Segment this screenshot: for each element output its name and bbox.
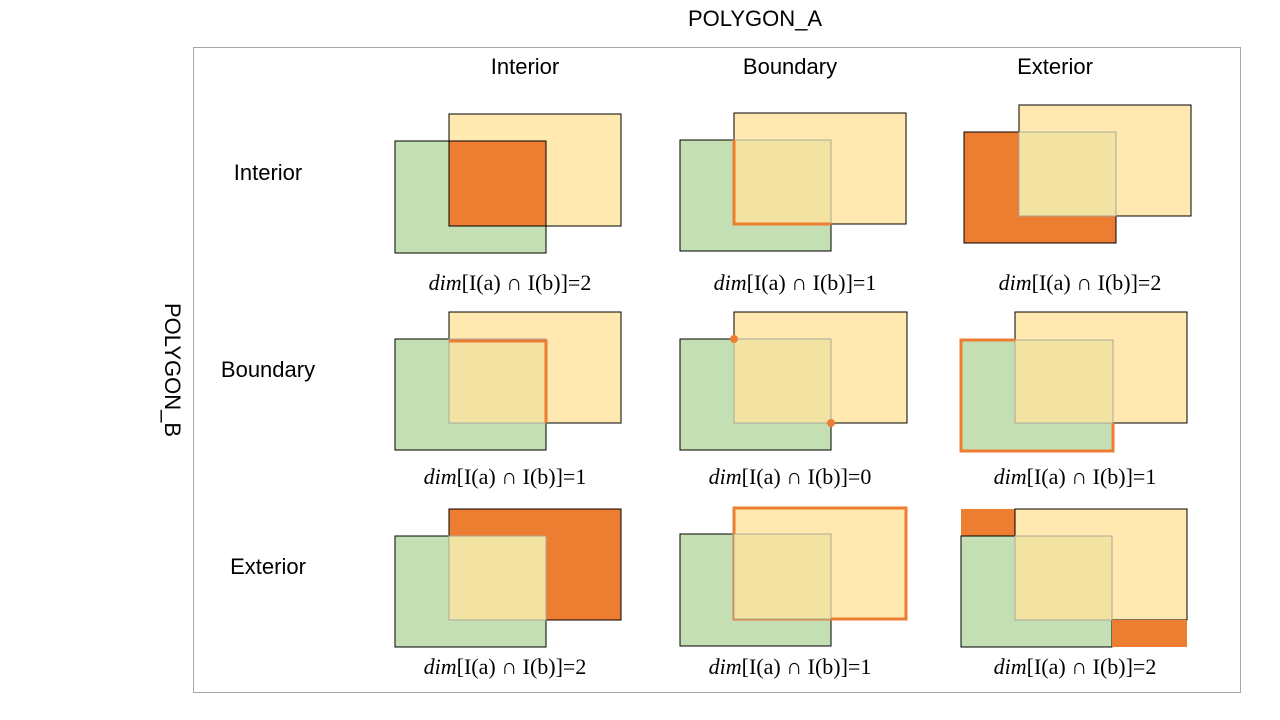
cell-boundary-boundary <box>679 311 920 472</box>
diagram-boundary-exterior <box>959 311 1188 453</box>
polygon-a-title: POLYGON_A <box>687 6 823 31</box>
formula-dim: dim <box>428 270 462 295</box>
formula-expression: [I(a) ∩ I(b)]=1 <box>1026 464 1157 489</box>
diagram-boundary-interior <box>394 311 622 451</box>
formula-dim: dim <box>708 654 742 679</box>
formula-interior-exterior: dim[I(a) ∩ I(b)]=2 <box>940 270 1220 296</box>
formula-interior-interior: dim[I(a) ∩ I(b)]=2 <box>370 270 650 296</box>
formula-expression: [I(a) ∩ I(b)]=2 <box>1031 270 1162 295</box>
row-header-boundary: Boundary <box>220 357 316 382</box>
formula-dim: dim <box>998 270 1032 295</box>
cell-boundary-interior <box>394 311 635 472</box>
column-header-interior: Interior <box>490 54 560 79</box>
diagram-exterior-exterior <box>960 508 1188 648</box>
cell-interior-exterior <box>963 104 1203 265</box>
formula-exterior-exterior: dim[I(a) ∩ I(b)]=2 <box>935 654 1215 680</box>
formula-boundary-interior: dim[I(a) ∩ I(b)]=1 <box>365 464 645 490</box>
formula-expression: [I(a) ∩ I(b)]=2 <box>461 270 592 295</box>
polygon-b-title: POLYGON_B <box>160 302 185 438</box>
intersection-point <box>827 419 835 427</box>
formula-dim: dim <box>423 464 457 489</box>
formula-expression: [I(a) ∩ I(b)]=1 <box>741 654 872 679</box>
diagram-interior-exterior <box>963 104 1192 244</box>
formula-boundary-boundary: dim[I(a) ∩ I(b)]=0 <box>650 464 930 490</box>
formula-expression: [I(a) ∩ I(b)]=2 <box>1026 654 1157 679</box>
diagram-exterior-interior <box>394 508 622 648</box>
formula-exterior-boundary: dim[I(a) ∩ I(b)]=1 <box>650 654 930 680</box>
column-header-exterior: Exterior <box>1017 54 1093 79</box>
formula-dim: dim <box>708 464 742 489</box>
formula-expression: [I(a) ∩ I(b)]=0 <box>741 464 872 489</box>
formula-exterior-interior: dim[I(a) ∩ I(b)]=2 <box>365 654 645 680</box>
intersection-point <box>730 335 738 343</box>
cell-exterior-interior <box>394 508 635 669</box>
formula-dim: dim <box>423 654 457 679</box>
cell-interior-interior <box>394 113 635 273</box>
matrix-frame <box>193 47 1241 693</box>
diagram-exterior-boundary <box>679 506 908 647</box>
formula-expression: [I(a) ∩ I(b)]=1 <box>746 270 877 295</box>
cell-exterior-boundary <box>679 506 920 667</box>
formula-expression: [I(a) ∩ I(b)]=1 <box>456 464 587 489</box>
formula-expression: [I(a) ∩ I(b)]=2 <box>456 654 587 679</box>
column-header-boundary: Boundary <box>742 54 838 79</box>
formula-dim: dim <box>993 654 1027 679</box>
diagram-interior-interior <box>394 113 622 254</box>
diagram-interior-boundary <box>679 112 907 252</box>
cell-exterior-exterior <box>960 508 1201 669</box>
row-header-interior: Interior <box>233 160 303 185</box>
row-header-exterior: Exterior <box>230 554 306 579</box>
formula-dim: dim <box>993 464 1027 489</box>
cell-interior-boundary <box>679 112 920 273</box>
formula-interior-boundary: dim[I(a) ∩ I(b)]=1 <box>655 270 935 296</box>
diagram-boundary-boundary <box>679 311 908 451</box>
formula-boundary-exterior: dim[I(a) ∩ I(b)]=1 <box>935 464 1215 490</box>
cell-boundary-exterior <box>959 311 1200 472</box>
formula-dim: dim <box>713 270 747 295</box>
